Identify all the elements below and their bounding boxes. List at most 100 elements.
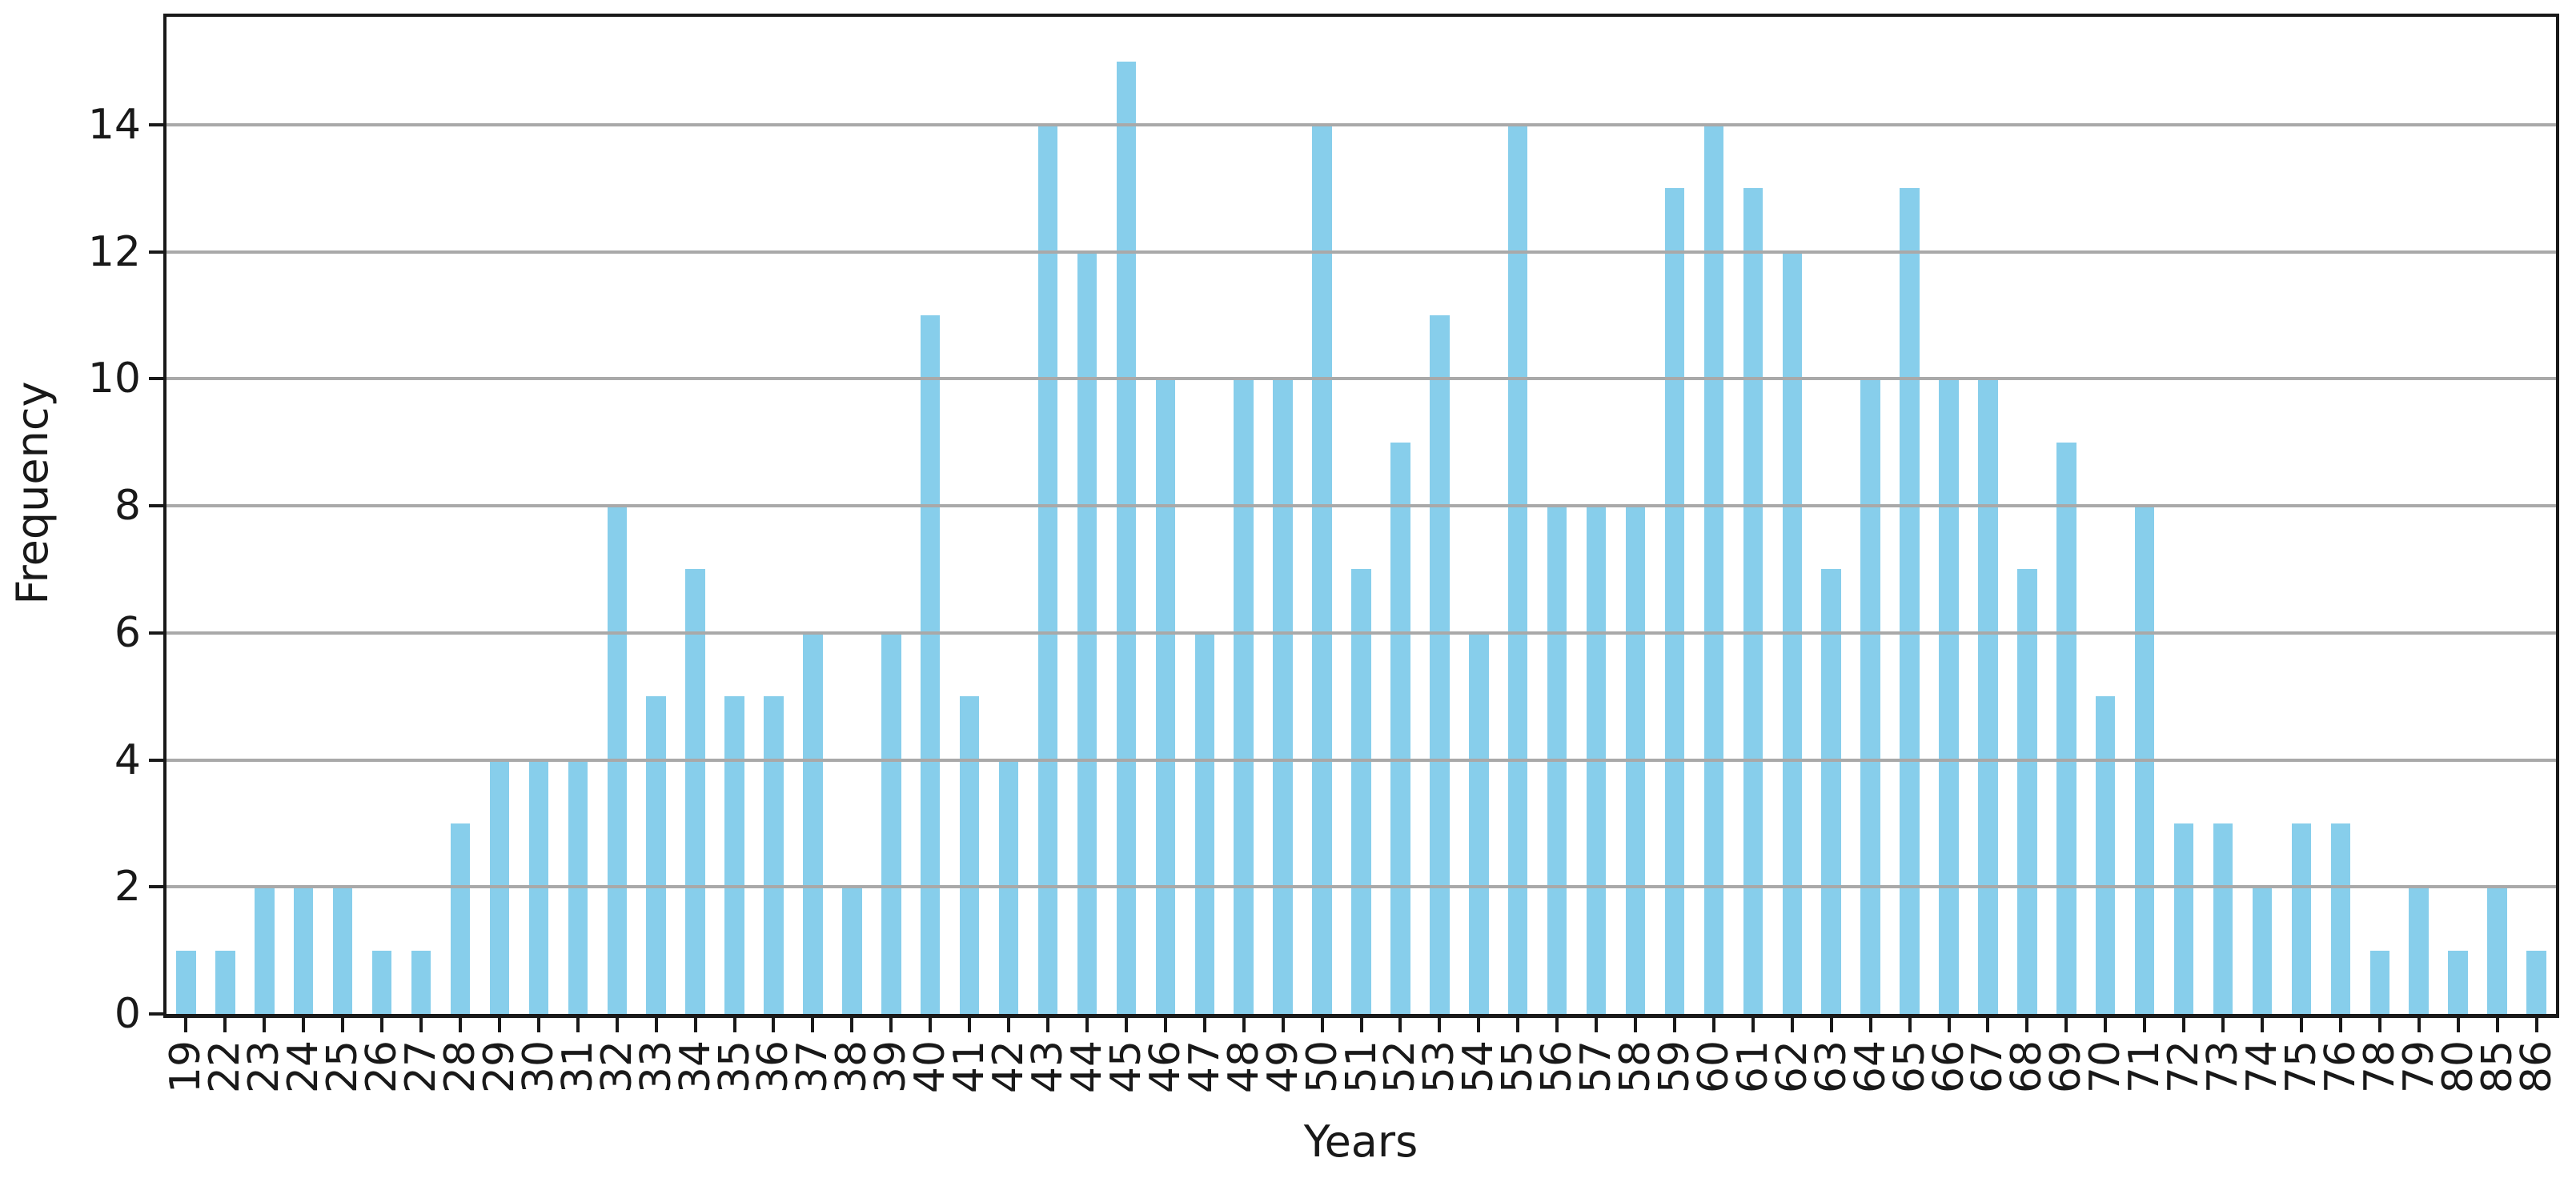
x-tick-label-65: 65 xyxy=(1885,1040,1934,1094)
bar-52 xyxy=(1390,442,1410,1014)
y-tick-label-2: 2 xyxy=(114,863,141,912)
bar-55 xyxy=(1508,124,1528,1014)
bar-54 xyxy=(1469,632,1489,1014)
bar-85 xyxy=(2487,887,2507,1014)
plot-area xyxy=(163,14,2559,1018)
x-tick-mark-19 xyxy=(184,1018,188,1032)
x-tick-mark-54 xyxy=(1477,1018,1481,1032)
bar-36 xyxy=(764,696,784,1014)
x-tick-mark-41 xyxy=(968,1018,972,1032)
y-tick-label-4: 4 xyxy=(114,735,141,784)
x-axis-title: Years xyxy=(1303,1116,1418,1167)
x-tick-mark-70 xyxy=(2104,1018,2108,1032)
x-tick-mark-39 xyxy=(889,1018,893,1032)
x-tick-mark-48 xyxy=(1242,1018,1246,1032)
bar-74 xyxy=(2252,887,2273,1014)
x-tick-mark-50 xyxy=(1320,1018,1324,1032)
x-tick-mark-45 xyxy=(1124,1018,1128,1032)
x-tick-mark-79 xyxy=(2417,1018,2421,1032)
bar-68 xyxy=(2017,569,2037,1014)
x-tick-mark-76 xyxy=(2338,1018,2342,1032)
x-tick-mark-34 xyxy=(693,1018,697,1032)
x-tick-mark-65 xyxy=(1908,1018,1912,1032)
bar-25 xyxy=(332,887,353,1014)
bar-76 xyxy=(2330,823,2351,1014)
x-tick-label-48: 48 xyxy=(1219,1040,1268,1094)
bar-79 xyxy=(2409,887,2429,1014)
x-tick-mark-63 xyxy=(1829,1018,1833,1032)
x-tick-mark-86 xyxy=(2534,1018,2538,1032)
x-tick-mark-85 xyxy=(2495,1018,2499,1032)
bar-48 xyxy=(1234,379,1254,1014)
bar-51 xyxy=(1351,569,1371,1014)
bar-41 xyxy=(959,696,980,1014)
y-tick-mark-10 xyxy=(149,377,163,381)
x-tick-label-64: 64 xyxy=(1846,1040,1895,1094)
x-tick-mark-60 xyxy=(1711,1018,1715,1032)
x-tick-mark-43 xyxy=(1046,1018,1050,1032)
x-tick-mark-59 xyxy=(1672,1018,1676,1032)
gridline-y-12 xyxy=(167,250,2556,254)
x-tick-mark-57 xyxy=(1595,1018,1599,1032)
gridline-y-10 xyxy=(167,377,2556,381)
bar-39 xyxy=(881,632,901,1014)
x-tick-label-80: 80 xyxy=(2434,1040,2482,1094)
y-tick-mark-0 xyxy=(149,1012,163,1016)
x-tick-label-50: 50 xyxy=(1298,1040,1346,1094)
bar-53 xyxy=(1430,315,1450,1014)
bar-47 xyxy=(1194,632,1214,1014)
x-tick-mark-22 xyxy=(223,1018,227,1032)
bar-49 xyxy=(1273,379,1293,1014)
x-tick-mark-56 xyxy=(1555,1018,1559,1032)
x-tick-mark-36 xyxy=(772,1018,776,1032)
bar-28 xyxy=(450,823,471,1014)
bar-38 xyxy=(842,887,862,1014)
bar-40 xyxy=(920,315,941,1014)
x-tick-mark-23 xyxy=(263,1018,267,1032)
bar-75 xyxy=(2291,823,2312,1014)
x-tick-mark-67 xyxy=(1986,1018,1990,1032)
bar-50 xyxy=(1312,124,1332,1014)
x-tick-mark-44 xyxy=(1085,1018,1089,1032)
x-tick-label-32: 32 xyxy=(592,1040,641,1094)
x-tick-label-63: 63 xyxy=(1807,1040,1856,1094)
x-tick-mark-75 xyxy=(2299,1018,2303,1032)
x-tick-label-47: 47 xyxy=(1180,1040,1229,1094)
x-tick-mark-55 xyxy=(1516,1018,1520,1032)
x-tick-mark-71 xyxy=(2143,1018,2147,1032)
bar-24 xyxy=(294,887,314,1014)
bar-33 xyxy=(646,696,666,1014)
x-tick-label-86: 86 xyxy=(2512,1040,2561,1094)
bar-69 xyxy=(2056,442,2076,1014)
gridline-y-2 xyxy=(167,885,2556,889)
bar-64 xyxy=(1860,379,1880,1014)
bar-67 xyxy=(1978,379,1998,1014)
bar-60 xyxy=(1703,124,1724,1014)
x-tick-mark-31 xyxy=(576,1018,580,1032)
bar-34 xyxy=(685,569,705,1014)
x-tick-label-34: 34 xyxy=(671,1040,720,1094)
bar-46 xyxy=(1155,379,1176,1014)
y-tick-label-14: 14 xyxy=(87,100,141,149)
bar-78 xyxy=(2369,950,2389,1014)
bar-35 xyxy=(724,696,744,1014)
x-tick-mark-47 xyxy=(1202,1018,1206,1032)
y-tick-mark-2 xyxy=(149,885,163,889)
gridline-y-14 xyxy=(167,122,2556,126)
bar-72 xyxy=(2173,823,2194,1014)
bar-22 xyxy=(215,950,235,1014)
y-tick-label-8: 8 xyxy=(114,482,141,531)
bar-61 xyxy=(1743,188,1763,1014)
grid-layer xyxy=(167,17,2556,1014)
x-tick-mark-42 xyxy=(1007,1018,1011,1032)
x-tick-mark-69 xyxy=(2064,1018,2068,1032)
gridline-y-6 xyxy=(167,631,2556,635)
y-tick-mark-12 xyxy=(149,250,163,254)
gridline-y-8 xyxy=(167,504,2556,508)
x-tick-label-78: 78 xyxy=(2355,1040,2404,1094)
x-tick-mark-33 xyxy=(654,1018,658,1032)
x-tick-mark-58 xyxy=(1634,1018,1638,1032)
x-tick-mark-25 xyxy=(341,1018,345,1032)
y-tick-label-12: 12 xyxy=(87,227,141,276)
